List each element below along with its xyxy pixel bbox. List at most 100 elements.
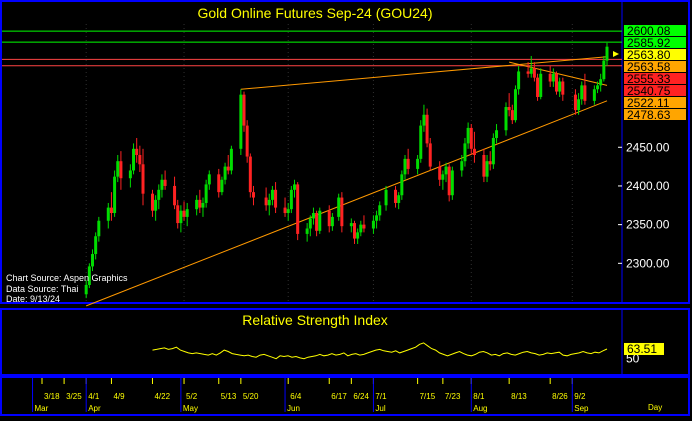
candle <box>466 122 470 149</box>
candle-body <box>305 228 309 234</box>
candle-body <box>198 199 202 208</box>
candle <box>384 185 388 211</box>
candle-body <box>337 197 341 217</box>
candle-body <box>141 164 145 194</box>
candle-body <box>551 73 555 82</box>
candle-body <box>495 130 499 138</box>
candle <box>422 104 426 132</box>
candle-body <box>138 155 142 165</box>
rsi-panel <box>0 308 690 376</box>
candle <box>248 153 252 198</box>
price-axis: 2300.00 2350.00 2400.00 2450.00 <box>618 140 670 270</box>
time-tick-label: 6/4 <box>290 392 302 401</box>
candle-body <box>400 174 404 196</box>
candle-body <box>384 189 388 206</box>
time-axis: 3/18 3/25 4/1 4/9 4/22 5/2 5/13 5/20 6/4 6/17 6/24… <box>32 378 589 413</box>
candle-body <box>318 210 322 231</box>
candle <box>327 205 331 233</box>
candle <box>94 232 98 260</box>
candle-body <box>450 170 454 196</box>
price-level-badge <box>624 109 686 120</box>
candle <box>185 202 189 227</box>
candle-body <box>554 73 558 92</box>
candle-body <box>163 179 167 186</box>
date-text: Date: 9/13/24 <box>6 294 60 304</box>
candle-body <box>352 223 356 239</box>
trendline <box>240 56 608 90</box>
candle-body <box>179 210 183 224</box>
trendline <box>86 100 608 307</box>
candle <box>330 213 334 231</box>
candle-body <box>403 158 407 175</box>
candle <box>441 170 445 190</box>
candle <box>226 155 230 175</box>
time-tick-label: 7/1 <box>375 392 387 401</box>
rsi-series <box>152 342 608 360</box>
candle <box>109 192 113 221</box>
candle-body <box>596 85 600 90</box>
last-price-arrow-icon <box>613 51 619 57</box>
candle <box>529 55 533 78</box>
time-tick-label: 6/17 <box>331 392 347 401</box>
candle <box>84 280 88 299</box>
candle <box>349 218 353 233</box>
candle <box>315 210 319 237</box>
chart-title: Gold Online Futures Sep-24 (GOU24) <box>198 5 433 21</box>
price-level-badge <box>624 97 686 108</box>
candle-body <box>491 137 495 165</box>
candle-body <box>132 148 136 171</box>
price-level-value: 2600.08 <box>627 24 671 38</box>
candle-body <box>207 174 211 185</box>
candle <box>469 124 473 155</box>
info-box: Chart Source: Aspen Graphics Data Source… <box>6 273 128 304</box>
candle-body <box>327 210 331 227</box>
candle-body <box>517 71 521 90</box>
candle-body <box>274 189 278 208</box>
candle <box>495 124 499 144</box>
time-tick-label: 5/13 <box>221 392 237 401</box>
rsi-last-badge <box>624 342 664 355</box>
price-tick-label: 2400.00 <box>626 179 670 193</box>
price-level-value: 2563.58 <box>627 60 671 74</box>
candle-body <box>270 189 274 200</box>
candle <box>362 215 366 233</box>
candle <box>251 185 255 206</box>
candle <box>428 137 432 171</box>
month-label: Apr <box>88 404 101 413</box>
candle <box>580 81 584 105</box>
candle <box>270 185 274 206</box>
candle <box>182 201 186 221</box>
candle <box>447 164 451 202</box>
time-tick-label: 5/2 <box>186 392 198 401</box>
candle <box>602 55 606 82</box>
candle-body <box>296 184 300 234</box>
price-level-value: 2478.63 <box>627 108 671 122</box>
candle-body <box>308 218 312 229</box>
candle-body <box>119 161 123 179</box>
price-level-value: 2540.75 <box>627 84 671 98</box>
candle-body <box>371 220 375 229</box>
candle-body <box>185 209 189 217</box>
candle <box>87 263 91 289</box>
candle-body <box>157 189 161 200</box>
candle-body <box>536 77 540 97</box>
time-tick-label: 9/2 <box>574 392 586 401</box>
candle <box>463 137 467 167</box>
candle-body <box>248 156 252 193</box>
candle <box>583 73 587 105</box>
candle <box>283 197 287 217</box>
candle-body <box>463 143 467 162</box>
candle-body <box>315 213 319 231</box>
candle-body <box>558 81 562 92</box>
price-level-value: 2563.80 <box>627 48 671 62</box>
price-level-badge <box>624 85 686 96</box>
candle <box>510 104 514 125</box>
candle-body <box>592 89 596 101</box>
candle <box>160 174 164 198</box>
candle <box>397 192 401 210</box>
candle-body <box>605 46 609 61</box>
candle <box>135 137 139 163</box>
candle-body <box>504 107 508 131</box>
time-tick-label: 8/13 <box>511 392 527 401</box>
candle <box>507 93 511 117</box>
